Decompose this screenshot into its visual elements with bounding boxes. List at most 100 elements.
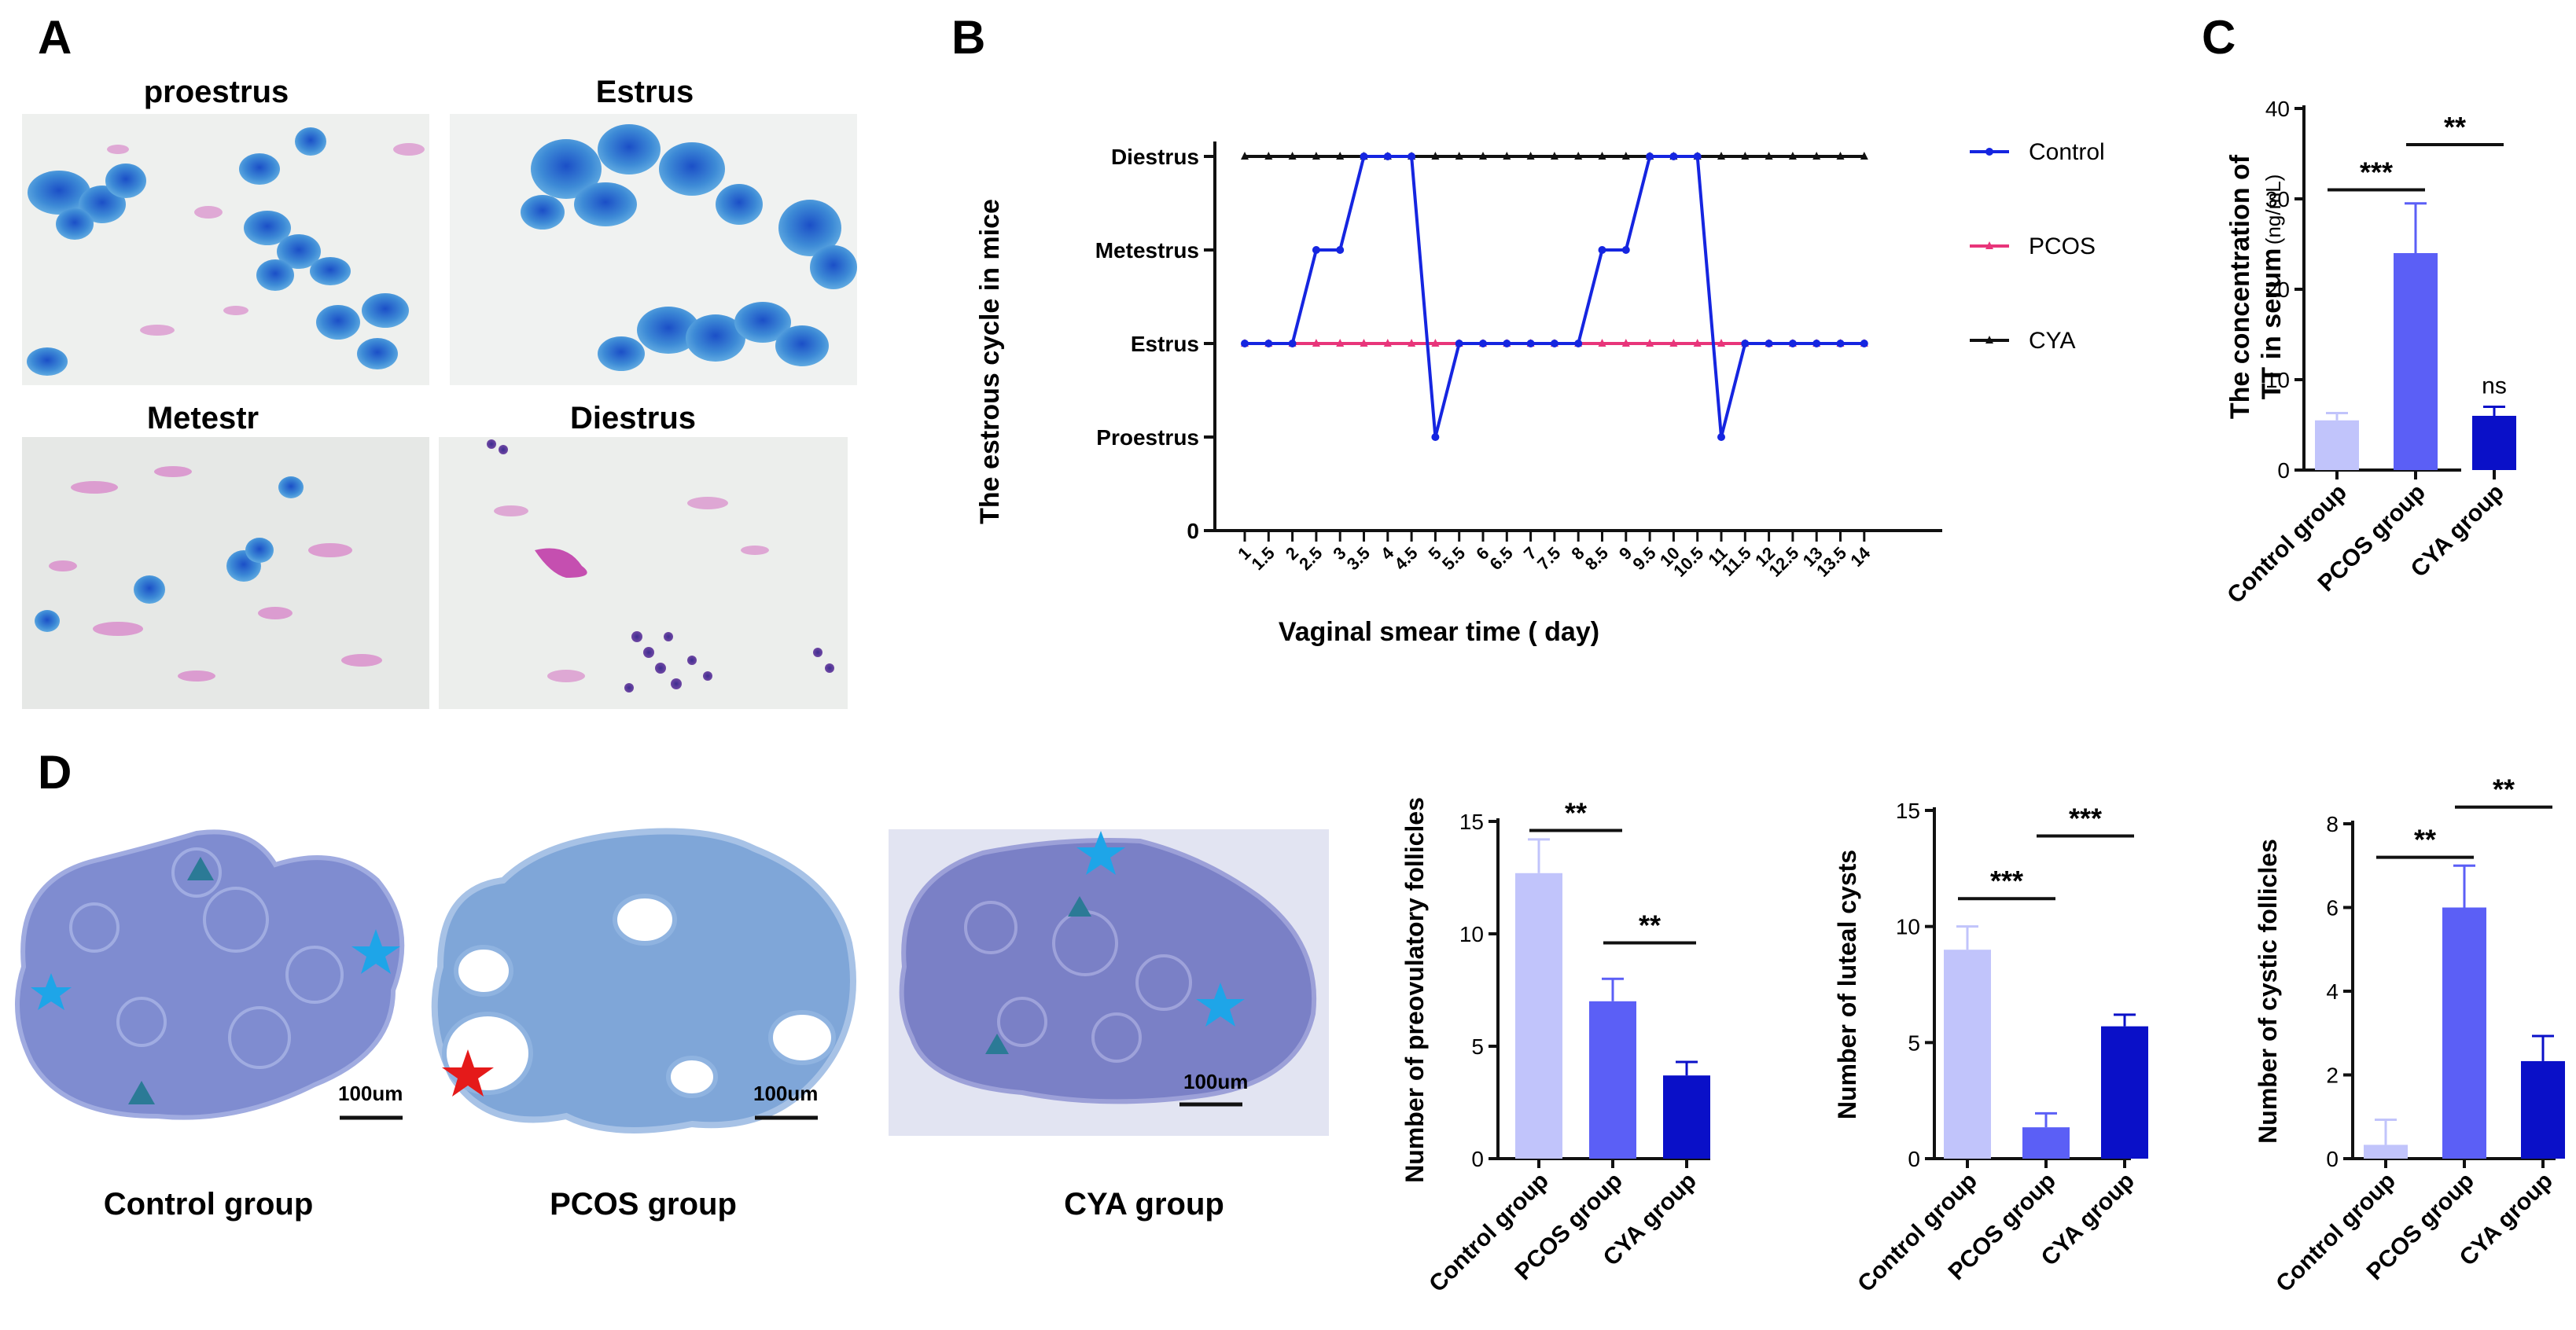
data-point bbox=[1693, 152, 1702, 160]
panel-c-letter: C bbox=[2202, 11, 2236, 64]
y-tick-label: 0 bbox=[1187, 519, 1199, 543]
y-tick-label: 4 bbox=[2326, 979, 2339, 1004]
y-tick-label: 10 bbox=[1896, 915, 1920, 939]
scale-bar-label: 100um bbox=[753, 1082, 818, 1105]
data-point bbox=[1669, 339, 1678, 347]
data-point bbox=[1741, 152, 1750, 160]
y-axis-title: Number of preovulatory follicles bbox=[1400, 797, 1429, 1183]
scale-bar-label: 100um bbox=[338, 1082, 403, 1105]
data-point bbox=[1598, 246, 1606, 254]
data-point bbox=[1479, 152, 1487, 160]
x-tick-label: 2.5 bbox=[1295, 543, 1326, 574]
x-tick-label: 11.5 bbox=[1718, 543, 1755, 580]
micrograph-metestrus bbox=[22, 437, 429, 709]
legend-label: CYA bbox=[2029, 328, 2075, 354]
panel-d: D 100um bbox=[14, 746, 2565, 1297]
x-tick-label: 12.5 bbox=[1765, 543, 1802, 581]
micrograph-estrus bbox=[450, 114, 857, 385]
x-tick-label: 13.5 bbox=[1812, 543, 1850, 581]
legend-label: PCOS bbox=[2029, 233, 2096, 259]
y-tick-label: 5 bbox=[1471, 1034, 1484, 1059]
y-tick-label: 20 bbox=[2265, 277, 2290, 302]
red-star-marker-icon bbox=[442, 1049, 494, 1097]
triangle-marker-icon bbox=[1068, 896, 1091, 917]
bar bbox=[1663, 1075, 1710, 1159]
y-tick-label: 6 bbox=[2326, 896, 2339, 920]
tt-y-axis-title-main: TT in serum bbox=[2257, 248, 2287, 400]
bar bbox=[1515, 873, 1562, 1159]
ovary-section-pcos: 100um bbox=[425, 828, 865, 1144]
y-tick-label: 5 bbox=[1908, 1031, 1920, 1055]
x-tick-label: 8.5 bbox=[1581, 543, 1612, 574]
legend-label: Control bbox=[2029, 139, 2105, 165]
data-point bbox=[1431, 339, 1440, 347]
legend-marker bbox=[1985, 241, 1993, 249]
panel-a: A proestrus Estrus Metestr Diestrus bbox=[22, 11, 857, 709]
tt-y-axis-title-line2: TT in serum (ng/mL) bbox=[2257, 175, 2287, 400]
y-tick-label: Diestrus bbox=[1111, 145, 1199, 169]
data-point bbox=[1646, 339, 1654, 347]
scale-bar-label: 100um bbox=[1183, 1070, 1248, 1093]
significance-label: *** bbox=[2360, 156, 2393, 189]
data-point bbox=[1598, 339, 1606, 347]
data-point bbox=[1765, 152, 1773, 160]
data-point bbox=[1621, 339, 1630, 347]
data-point bbox=[1717, 152, 1725, 160]
ovary-section-control: 100um bbox=[14, 829, 414, 1144]
data-point bbox=[1765, 340, 1773, 347]
data-point bbox=[1312, 152, 1320, 160]
data-point bbox=[1455, 340, 1463, 347]
significance-label: ** bbox=[1565, 796, 1587, 828]
y-tick-label: 15 bbox=[1896, 799, 1920, 823]
data-point bbox=[1336, 152, 1345, 160]
y-tick-label: 0 bbox=[2326, 1147, 2339, 1171]
y-tick-label: 0 bbox=[1908, 1147, 1920, 1171]
significance-label: *** bbox=[2069, 802, 2102, 834]
y-tick-label: 15 bbox=[1459, 810, 1484, 834]
bar bbox=[2315, 420, 2359, 470]
data-point bbox=[1550, 152, 1558, 160]
x-tick-label: 1.5 bbox=[1248, 543, 1279, 574]
data-point bbox=[1264, 340, 1273, 347]
panel-d-letter: D bbox=[38, 746, 72, 799]
y-tick-label: Proestrus bbox=[1096, 425, 1199, 450]
data-point bbox=[1717, 339, 1725, 347]
ovary-tissue-pcos bbox=[431, 828, 856, 1133]
data-point bbox=[1836, 340, 1845, 347]
data-point bbox=[1360, 339, 1368, 347]
data-point bbox=[1503, 340, 1511, 347]
bar bbox=[2521, 1060, 2565, 1159]
triangle-marker-icon bbox=[985, 1034, 1009, 1054]
data-point bbox=[1455, 152, 1463, 160]
x-tick-label: 7.5 bbox=[1533, 543, 1564, 574]
data-point bbox=[1288, 340, 1297, 347]
bar bbox=[2442, 907, 2486, 1159]
section-label-control: Control group bbox=[104, 1187, 314, 1222]
star-marker-icon bbox=[351, 929, 400, 974]
y-tick-label: 8 bbox=[2326, 812, 2339, 836]
y-tick-label: 0 bbox=[1471, 1147, 1484, 1171]
y-tick-label: Estrus bbox=[1131, 332, 1199, 356]
tt-y-axis-title-line1: The concentration of bbox=[2225, 154, 2255, 419]
y-axis-title: Number of cystic follicles bbox=[2254, 839, 2282, 1144]
bar bbox=[2472, 416, 2516, 470]
data-point bbox=[1621, 152, 1630, 160]
micrograph-proestrus bbox=[22, 114, 429, 385]
significance-label: ** bbox=[2414, 824, 2436, 856]
data-point bbox=[1288, 152, 1297, 160]
micrograph-label-proestrus: proestrus bbox=[144, 75, 289, 109]
significance-label: ** bbox=[2493, 773, 2515, 806]
x-tick-label: 6.5 bbox=[1486, 543, 1517, 574]
star-marker-icon bbox=[31, 973, 72, 1010]
preovulatory-bar-chart: Number of preovulatory follicles 051015Co… bbox=[1400, 796, 1710, 1297]
section-label-pcos: PCOS group bbox=[550, 1187, 737, 1222]
data-point bbox=[1836, 152, 1845, 160]
star-marker-icon bbox=[1076, 831, 1125, 875]
legend-marker bbox=[1985, 148, 1993, 156]
panel-c: C The concentration of TT in serum (ng/m… bbox=[2202, 11, 2516, 608]
ovary-tissue-control bbox=[15, 829, 405, 1120]
y-axis-title: Number of luteal cysts bbox=[1833, 850, 1861, 1119]
data-point bbox=[1241, 340, 1249, 347]
data-point bbox=[1860, 340, 1868, 347]
micrograph-label-estrus: Estrus bbox=[596, 75, 694, 109]
